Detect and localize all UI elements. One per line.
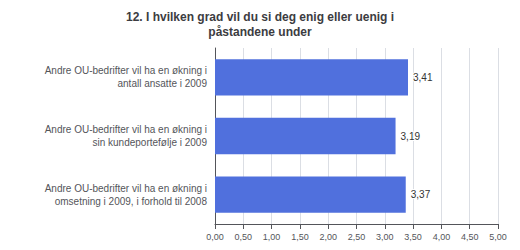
svg-text:påstandene under: påstandene under bbox=[208, 25, 312, 39]
svg-text:1,50: 1,50 bbox=[291, 232, 309, 242]
svg-text:12. I hvilken grad vil du si d: 12. I hvilken grad vil du si deg enig el… bbox=[126, 10, 394, 24]
svg-text:5,00: 5,00 bbox=[489, 232, 507, 242]
svg-text:3,19: 3,19 bbox=[401, 131, 421, 142]
svg-text:sin kundeportefølje i 2009: sin kundeportefølje i 2009 bbox=[92, 137, 207, 148]
svg-text:2,00: 2,00 bbox=[319, 232, 337, 242]
svg-text:3,50: 3,50 bbox=[404, 232, 422, 242]
svg-text:omsetning i 2009, i forhold ti: omsetning i 2009, i forhold til 2008 bbox=[55, 196, 208, 207]
svg-text:Andre OU-bedrifter vil ha en ø: Andre OU-bedrifter vil ha en økning i bbox=[45, 124, 207, 135]
svg-text:1,00: 1,00 bbox=[263, 232, 281, 242]
svg-text:2,50: 2,50 bbox=[348, 232, 366, 242]
svg-text:0,00: 0,00 bbox=[206, 232, 224, 242]
svg-text:4,00: 4,00 bbox=[433, 232, 451, 242]
svg-text:3,37: 3,37 bbox=[411, 189, 431, 200]
svg-text:3,00: 3,00 bbox=[376, 232, 394, 242]
svg-text:Andre OU-bedrifter vil ha en ø: Andre OU-bedrifter vil ha en økning i bbox=[45, 183, 207, 194]
svg-text:0,50: 0,50 bbox=[235, 232, 253, 242]
svg-text:3,41: 3,41 bbox=[413, 72, 433, 83]
svg-text:4,50: 4,50 bbox=[461, 232, 479, 242]
svg-text:Andre OU-bedrifter vil ha en ø: Andre OU-bedrifter vil ha en økning i bbox=[45, 65, 207, 76]
svg-text:antall ansatte i 2009: antall ansatte i 2009 bbox=[117, 78, 207, 89]
